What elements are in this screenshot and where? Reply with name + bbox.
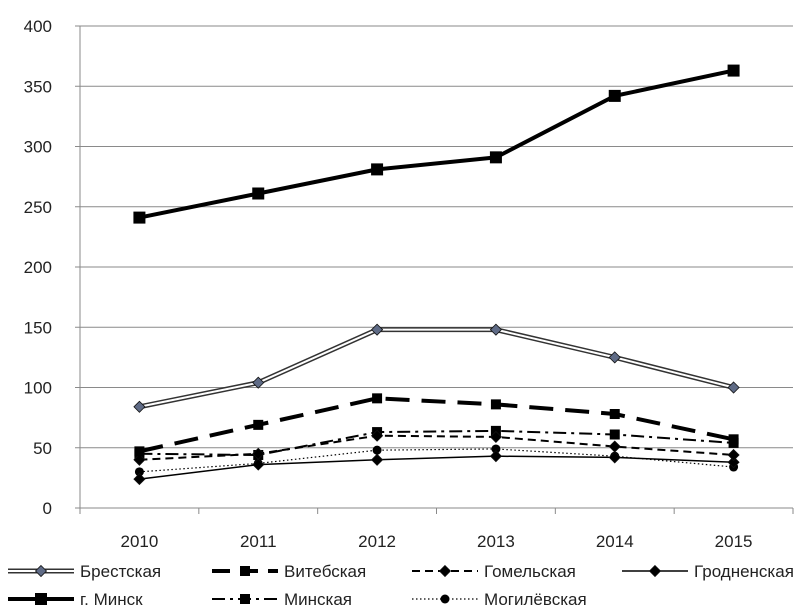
x-tick-label: 2012 (358, 532, 396, 551)
series-line (139, 434, 734, 461)
legend-label: Минская (284, 590, 352, 609)
data-point (727, 64, 740, 77)
data-point (489, 323, 502, 336)
legend-marker (34, 564, 48, 578)
data-point (371, 453, 384, 466)
data-point (371, 323, 384, 336)
data-point (253, 419, 264, 430)
data-point (727, 456, 740, 469)
data-point (489, 450, 502, 463)
data-point (609, 409, 620, 420)
data-point (133, 473, 146, 486)
series-3 (133, 450, 740, 486)
y-tick-label: 50 (33, 439, 52, 458)
data-point (133, 211, 146, 224)
data-point (489, 430, 502, 443)
data-point (372, 393, 383, 404)
legend-label: г. Минск (80, 590, 143, 609)
series-4 (133, 64, 740, 224)
data-point (608, 451, 621, 464)
data-point (490, 399, 501, 410)
legend-label: Витебская (284, 562, 366, 581)
legend-label: Могилёвская (484, 590, 587, 609)
data-point (609, 429, 620, 440)
y-tick-label: 200 (24, 258, 52, 277)
y-tick-label: 300 (24, 138, 52, 157)
series-0 (133, 323, 740, 413)
data-point (727, 381, 740, 394)
legend-marker (648, 564, 662, 578)
y-tick-label: 0 (43, 499, 52, 518)
legend-item: г. Минск (8, 590, 143, 609)
legend: Брестская Витебская Гомельская Гродненская г… (8, 562, 794, 609)
y-tick-label: 100 (24, 379, 52, 398)
gridlines (80, 25, 793, 449)
y-tick-label: 350 (24, 77, 52, 96)
data-point (489, 151, 502, 164)
data-point (134, 446, 145, 457)
x-tick-label: 2010 (121, 532, 159, 551)
y-tick-label: 150 (24, 318, 52, 337)
data-point (133, 453, 146, 466)
data-point (608, 440, 621, 453)
data-point (371, 429, 384, 442)
data-point (728, 434, 739, 445)
data-series (133, 64, 740, 486)
x-tick-label: 2013 (477, 532, 515, 551)
x-tick-label: 2015 (715, 532, 753, 551)
series-line (139, 429, 734, 456)
data-point (252, 458, 265, 471)
axes (75, 25, 794, 514)
data-point (727, 448, 740, 462)
legend-marker (440, 594, 450, 604)
series-2 (133, 429, 740, 466)
series-line (139, 455, 734, 480)
series-line (139, 68, 734, 220)
legend-marker (240, 594, 250, 604)
legend-label: Гродненская (694, 562, 794, 581)
legend-marker (438, 564, 452, 578)
tick-labels: 0 50 100 150 200 250 300 350 400 2010 2011 2012 2013… (24, 17, 753, 551)
data-point (252, 376, 265, 389)
x-tick-label: 2011 (240, 532, 277, 551)
data-point (608, 351, 621, 364)
data-point (491, 444, 501, 454)
legend-label: Гомельская (484, 562, 576, 581)
legend-item: Гомельская (412, 562, 576, 581)
legend-item: Витебская (212, 562, 366, 581)
legend-item: Могилёвская (412, 590, 587, 609)
data-point (372, 445, 382, 455)
y-tick-label: 250 (24, 198, 52, 217)
legend-item: Минская (212, 590, 352, 609)
legend-marker (35, 593, 47, 605)
legend-item: Брестская (8, 562, 161, 581)
data-point (608, 89, 621, 102)
data-point (134, 467, 144, 477)
series-line (138, 396, 734, 454)
data-point (371, 163, 384, 176)
legend-label: Брестская (80, 562, 161, 581)
data-point (252, 187, 265, 200)
legend-item: Гродненская (622, 562, 794, 581)
series-line (139, 328, 734, 408)
data-point (252, 447, 265, 460)
x-tick-label: 2014 (596, 532, 634, 551)
series-line (138, 327, 735, 410)
y-tick-label: 400 (24, 17, 52, 36)
legend-marker (240, 566, 250, 576)
series-1 (134, 393, 739, 457)
data-point (133, 400, 146, 413)
